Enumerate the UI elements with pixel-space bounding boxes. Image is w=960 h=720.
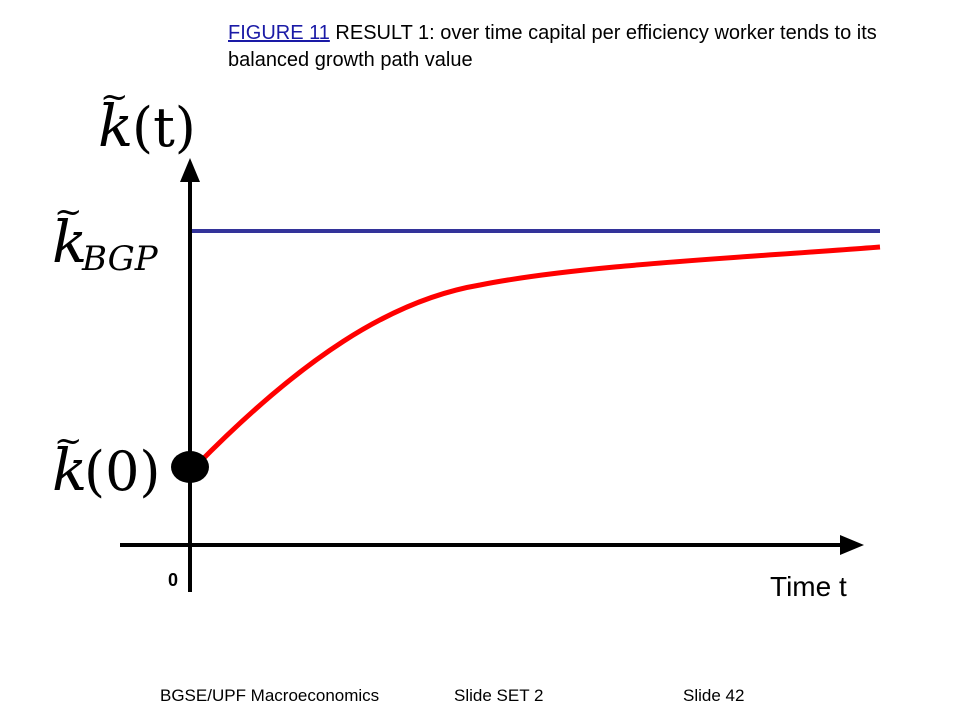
caption-text: RESULT 1: over time capital per efficien…	[228, 22, 877, 71]
x-axis-arrowhead	[840, 535, 864, 555]
initial-point	[171, 451, 209, 483]
y-axis-label-k: k	[98, 92, 133, 160]
bgp-label-k: k	[52, 208, 87, 276]
y-axis-label-arg: (t)	[132, 96, 196, 159]
bgp-label-subscript: BGP	[81, 239, 159, 279]
capital-path-curve	[194, 244, 881, 468]
initial-label-k: k	[52, 436, 87, 504]
origin-label: 0	[168, 570, 178, 590]
y-axis-arrowhead	[180, 158, 200, 182]
y-axis-label-tilde: ~	[100, 77, 129, 117]
figure-link[interactable]: FIGURE 11	[228, 22, 330, 44]
initial-label-tilde: ~	[54, 421, 83, 461]
footer-slide-number: Slide 42	[683, 686, 745, 705]
figure-caption: FIGURE 11 RESULT 1: over time capital pe…	[228, 20, 908, 74]
footer-course: BGSE/UPF Macroeconomics	[160, 686, 380, 705]
bgp-label-tilde: ~	[54, 192, 83, 232]
initial-label-arg: (0)	[84, 440, 161, 503]
x-axis-label: Time t	[770, 571, 847, 602]
footer-set: Slide SET 2	[454, 686, 544, 705]
